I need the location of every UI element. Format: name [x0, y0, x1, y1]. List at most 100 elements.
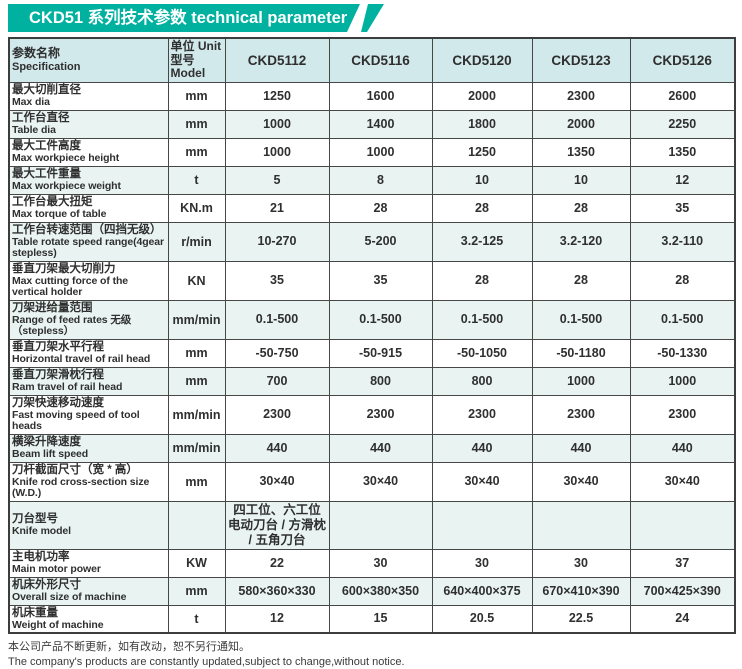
page-title: CKD51 系列技术参数 technical parameter: [8, 4, 360, 32]
value-cell: 12: [225, 605, 329, 633]
unit-cell: mm/min: [168, 300, 225, 339]
value-cell: 0.1-500: [432, 300, 532, 339]
value-cell: 20.5: [432, 605, 532, 633]
spec-name-zh: 垂直刀架水平行程: [12, 341, 166, 354]
value-cell: 30×40: [432, 462, 532, 501]
value-cell: [532, 501, 630, 549]
spec-cell: 刀杆截面尺寸（宽 * 高）Knife rod cross-section siz…: [9, 462, 168, 501]
value-cell: 四工位、六工位电动刀台 / 方滑枕 / 五角刀台: [225, 501, 329, 549]
disclaimer: 本公司产品不断更新，如有改动，恕不另行通知。 The company's pro…: [8, 640, 734, 669]
value-cell: 1800: [432, 110, 532, 138]
spec-name-en: Knife rod cross-section size (W.D.): [12, 477, 166, 500]
value-cell: 2600: [630, 82, 735, 110]
table-header-row: 参数名称 Specification 单位 Unit 型号 Model CKD5…: [9, 38, 735, 82]
header-cell-model-2: CKD5116: [329, 38, 432, 82]
value-cell: 2300: [630, 395, 735, 434]
value-cell: 28: [630, 261, 735, 300]
value-cell: 1400: [329, 110, 432, 138]
value-cell: 12: [630, 166, 735, 194]
value-cell: 1000: [630, 367, 735, 395]
spec-name-zh: 机床重量: [12, 607, 166, 620]
value-cell: 440: [432, 434, 532, 462]
value-cell: -50-1180: [532, 339, 630, 367]
spec-name-zh: 最大工件重量: [12, 168, 166, 181]
value-cell: -50-915: [329, 339, 432, 367]
header-cell-model-3: CKD5120: [432, 38, 532, 82]
value-cell: 28: [432, 194, 532, 222]
value-cell: 30×40: [329, 462, 432, 501]
value-cell: 30: [329, 549, 432, 577]
header-cell-model-1: CKD5112: [225, 38, 329, 82]
value-cell: 28: [532, 194, 630, 222]
unit-cell: mm/min: [168, 434, 225, 462]
header-spec-en: Specification: [12, 61, 166, 74]
value-cell: 22.5: [532, 605, 630, 633]
value-cell: 24: [630, 605, 735, 633]
header-cell-model-4: CKD5123: [532, 38, 630, 82]
spec-name-en: Horizontal travel of rail head: [12, 354, 166, 366]
value-cell: 2000: [532, 110, 630, 138]
spec-name-zh: 横梁升降速度: [12, 436, 166, 449]
unit-cell: t: [168, 605, 225, 633]
value-cell: 800: [329, 367, 432, 395]
value-cell: 3.2-120: [532, 222, 630, 261]
spec-name-zh: 刀台型号: [12, 513, 166, 526]
unit-cell: [168, 501, 225, 549]
value-cell: 1250: [432, 138, 532, 166]
unit-cell: mm: [168, 82, 225, 110]
value-cell: 10-270: [225, 222, 329, 261]
value-cell: 2300: [432, 395, 532, 434]
value-cell: 1250: [225, 82, 329, 110]
spec-name-zh: 最大工件高度: [12, 140, 166, 153]
spec-name-zh: 刀架快速移动速度: [12, 397, 166, 410]
unit-cell: KN.m: [168, 194, 225, 222]
value-cell: 1000: [329, 138, 432, 166]
spec-name-zh: 工作台直径: [12, 112, 166, 125]
value-cell: [630, 501, 735, 549]
spec-name-en: Ram travel of rail head: [12, 382, 166, 394]
value-cell: 1000: [225, 110, 329, 138]
title-banner: CKD51 系列技术参数 technical parameter: [8, 4, 734, 32]
spec-name-zh: 垂直刀架滑枕行程: [12, 369, 166, 382]
value-cell: 3.2-125: [432, 222, 532, 261]
value-cell: [329, 501, 432, 549]
spec-name-en: Table dia: [12, 125, 166, 137]
spec-name-en: Table rotate speed range(4gear stepless): [12, 237, 166, 260]
value-cell: 30×40: [225, 462, 329, 501]
value-cell: 700: [225, 367, 329, 395]
spec-name-en: Weight of machine: [12, 620, 166, 632]
value-cell: 440: [532, 434, 630, 462]
unit-cell: mm: [168, 462, 225, 501]
unit-cell: mm: [168, 577, 225, 605]
spec-name-zh: 刀架进给量范围: [12, 302, 166, 315]
value-cell: 0.1-500: [329, 300, 432, 339]
value-cell: 35: [225, 261, 329, 300]
value-cell: 10: [432, 166, 532, 194]
value-cell: 5: [225, 166, 329, 194]
spec-name-en: Range of feed rates 无级（stepless）: [12, 315, 166, 338]
value-cell: 10: [532, 166, 630, 194]
value-cell: 1350: [532, 138, 630, 166]
header-cell-unit-model: 单位 Unit 型号 Model: [168, 38, 225, 82]
disclaimer-zh: 本公司产品不断更新，如有改动，恕不另行通知。: [8, 640, 734, 655]
value-cell: 28: [532, 261, 630, 300]
